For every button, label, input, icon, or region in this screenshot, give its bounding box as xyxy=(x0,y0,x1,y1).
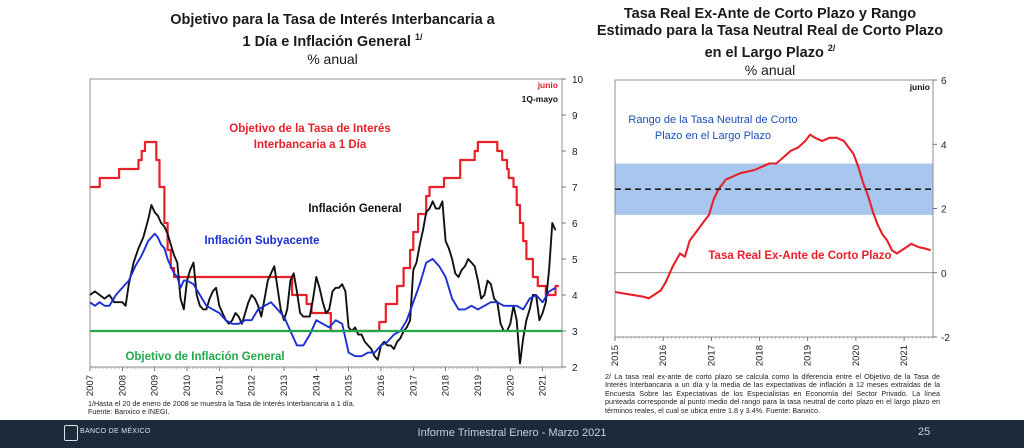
left-label-target-rate-2: Interbancaria a 1 Día xyxy=(254,139,367,151)
left-x-tick-label: 2020 xyxy=(505,375,516,396)
left-y-tick-label: 9 xyxy=(572,111,578,122)
right-y-tick-label: 4 xyxy=(941,140,947,151)
left-series-core xyxy=(89,232,556,358)
left-x-tick-label: 2013 xyxy=(279,375,290,396)
left-y-tick-label: 10 xyxy=(572,75,584,86)
left-footnote-line1: 1/Hasta el 20 de enero de 2008 se muestr… xyxy=(88,399,355,408)
right-y-tick-label: 0 xyxy=(941,269,947,280)
left-y-tick-label: 7 xyxy=(572,183,578,194)
left-y-tick-label: 5 xyxy=(572,255,578,266)
report-title: Informe Trimestral Enero - Marzo 2021 xyxy=(417,427,607,439)
left-x-tick-label: 2018 xyxy=(441,375,452,396)
left-title-sup: 1/ xyxy=(414,32,423,42)
left-chart-title: Objetivo para la Tasa de Interés Interba… xyxy=(140,12,525,68)
left-x-tick-label: 2010 xyxy=(182,375,193,396)
left-x-tick-label: 2011 xyxy=(214,375,225,395)
right-x-tick-label: 2015 xyxy=(610,345,621,366)
left-x-tick-label: 2007 xyxy=(85,375,96,396)
left-x-tick-label: 2014 xyxy=(311,375,322,396)
right-title-line3: en el Largo Plazo xyxy=(704,44,824,61)
page-number: 25 xyxy=(918,426,931,438)
right-label-real-rate: Tasa Real Ex-Ante de Corto Plazo xyxy=(708,250,891,262)
left-x-tick-label: 2009 xyxy=(150,375,161,396)
left-label-headline: Inflación General xyxy=(308,203,401,215)
left-series-target-rate xyxy=(90,140,559,333)
right-chart-title: Tasa Real Ex-Ante de Corto Plazo y Rango… xyxy=(590,6,950,79)
left-footnote-line2: Fuente: Banxico e INEGI. xyxy=(88,407,170,417)
left-y-tick-label: 3 xyxy=(572,327,578,338)
left-label-target-rate-1: Objetivo de la Tasa de Interés xyxy=(229,123,390,135)
right-x-tick-label: 2019 xyxy=(803,345,814,366)
right-title-line2: Estimado para la Tasa Neutral Real de Co… xyxy=(596,23,944,39)
left-label-target-inflation: Objetivo de Inflación General xyxy=(125,351,284,363)
left-x-tick-label: 2016 xyxy=(376,375,387,396)
right-footnote: 2/ La tasa real ex-ante de corto plazo s… xyxy=(605,372,940,415)
right-label-range-2: Plazo en el Largo Plazo xyxy=(655,130,771,142)
right-title-sup: 2/ xyxy=(827,43,836,53)
left-subtitle: % anual xyxy=(307,50,358,67)
left-x-tick-label: 2021 xyxy=(538,375,549,396)
right-title-line1: Tasa Real Ex-Ante de Corto Plazo y Rango xyxy=(623,6,917,22)
right-series-real-rate xyxy=(614,133,931,300)
right-x-tick-label: 2016 xyxy=(658,345,669,366)
right-note-junio: junio xyxy=(909,82,930,92)
right-x-tick-label: 2021 xyxy=(899,345,910,366)
right-x-tick-label: 2017 xyxy=(706,345,717,366)
bank-logo-text: BANCO DE MÉXICO xyxy=(80,428,151,435)
left-y-tick-label: 8 xyxy=(572,147,578,158)
left-x-tick-label: 2017 xyxy=(408,375,419,396)
right-x-tick-label: 2018 xyxy=(755,345,766,366)
left-y-tick-label: 6 xyxy=(572,219,578,230)
left-series-headline xyxy=(89,200,557,365)
right-subtitle: % anual xyxy=(744,61,796,78)
left-x-tick-label: 2015 xyxy=(344,375,355,396)
bank-logo-icon xyxy=(64,425,78,441)
left-footnote: 1/Hasta el 20 de enero de 2008 se muestr… xyxy=(88,399,558,417)
left-y-tick-label: 2 xyxy=(572,363,578,374)
left-title-line1: Objetivo para la Tasa de Interés Interba… xyxy=(170,12,495,28)
left-title-line2: 1 Día e Inflación General xyxy=(242,33,411,50)
right-y-tick-label: 2 xyxy=(941,205,947,216)
left-y-tick-label: 4 xyxy=(572,291,578,302)
right-y-tick-label: 6 xyxy=(941,76,947,87)
left-x-tick-label: 2008 xyxy=(117,375,128,396)
left-note-junio: junio xyxy=(537,80,558,90)
left-note-1q: 1Q-mayo xyxy=(522,94,558,104)
right-label-range-1: Rango de la Tasa Neutral de Corto xyxy=(628,114,797,126)
left-x-tick-label: 2012 xyxy=(247,375,258,396)
left-x-tick-label: 2019 xyxy=(473,375,484,396)
bottom-bar: BANCO DE MÉXICO Informe Trimestral Enero… xyxy=(0,420,1024,448)
left-label-core: Inflación Subyacente xyxy=(204,235,319,247)
right-y-tick-label: -2 xyxy=(941,333,950,344)
right-x-tick-label: 2020 xyxy=(851,345,862,366)
